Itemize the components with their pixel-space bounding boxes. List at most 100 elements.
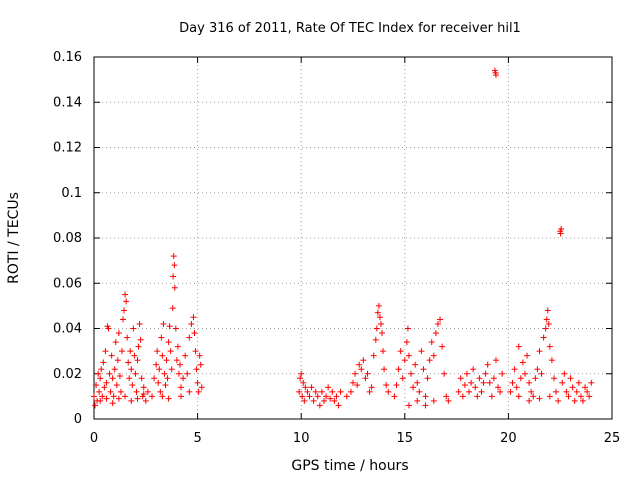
data-point <box>172 325 179 332</box>
data-point <box>327 395 334 402</box>
data-point <box>134 395 141 402</box>
data-point <box>567 375 574 382</box>
data-point <box>138 375 145 382</box>
x-tick-label: 25 <box>604 431 621 446</box>
data-point <box>102 348 109 355</box>
data-point <box>519 359 526 366</box>
data-point <box>167 348 174 355</box>
data-point <box>536 348 543 355</box>
data-point <box>111 366 118 373</box>
data-point <box>306 393 313 400</box>
data-point <box>569 384 576 391</box>
data-point <box>155 379 162 386</box>
data-point <box>507 388 514 395</box>
data-point <box>544 307 551 314</box>
data-point <box>318 388 325 395</box>
data-point <box>538 370 545 377</box>
data-point <box>418 348 425 355</box>
data-point <box>107 388 114 395</box>
data-point <box>130 325 137 332</box>
x-tick-label: 20 <box>500 431 517 446</box>
data-point <box>434 320 441 327</box>
data-point <box>515 393 522 400</box>
y-axis-label: ROTI / TECUs <box>6 192 22 284</box>
data-point <box>443 393 450 400</box>
data-point <box>103 379 110 386</box>
data-point <box>420 366 427 373</box>
data-points <box>91 67 595 409</box>
data-point <box>584 388 591 395</box>
data-point <box>352 370 359 377</box>
data-point <box>331 397 338 404</box>
data-point <box>428 339 435 346</box>
data-point <box>360 357 367 364</box>
x-tick-label: 0 <box>90 431 98 446</box>
data-point <box>410 384 417 391</box>
y-tick-labels: 0 0.02 0.04 0.06 0.08 0.1 0.12 0.14 0.16 <box>53 50 82 427</box>
y-tick-label: 0.14 <box>53 95 82 110</box>
data-point <box>113 382 120 389</box>
data-point <box>548 357 555 364</box>
data-point <box>300 379 307 386</box>
y-tick-label: 0.02 <box>53 367 82 382</box>
data-point <box>153 361 160 368</box>
data-point <box>509 379 516 386</box>
data-point <box>405 402 412 409</box>
data-point <box>559 379 566 386</box>
data-point <box>534 366 541 373</box>
data-point <box>495 384 502 391</box>
data-point <box>140 391 147 398</box>
x-tick-label: 5 <box>193 431 201 446</box>
data-point <box>337 388 344 395</box>
data-point <box>401 357 408 364</box>
data-point <box>404 325 411 332</box>
data-point <box>170 273 177 280</box>
data-point <box>93 382 100 389</box>
data-point <box>476 375 483 382</box>
data-point <box>144 388 151 395</box>
data-point <box>156 366 163 373</box>
data-point <box>343 393 350 400</box>
data-point <box>368 384 375 391</box>
data-point <box>110 393 117 400</box>
data-point <box>553 388 560 395</box>
data-point <box>96 388 103 395</box>
data-point <box>441 370 448 377</box>
data-point <box>198 384 205 391</box>
data-point <box>432 330 439 337</box>
data-point <box>165 395 172 402</box>
data-point <box>296 388 303 395</box>
data-point <box>499 370 506 377</box>
grid-lines <box>94 57 612 419</box>
data-point <box>571 397 578 404</box>
data-point <box>165 339 172 346</box>
data-point <box>149 393 156 400</box>
data-point <box>459 393 466 400</box>
data-point <box>196 352 203 359</box>
data-point <box>484 361 491 368</box>
data-point <box>426 357 433 364</box>
data-point <box>323 393 330 400</box>
data-point <box>171 262 178 269</box>
data-point <box>314 393 321 400</box>
data-point <box>325 384 332 391</box>
data-point <box>439 343 446 350</box>
data-point <box>121 307 128 314</box>
data-point <box>545 320 552 327</box>
data-point <box>180 375 187 382</box>
data-point <box>97 375 104 382</box>
data-point <box>106 370 113 377</box>
data-point <box>478 388 485 395</box>
data-point <box>312 388 319 395</box>
data-point <box>129 382 136 389</box>
data-point <box>99 393 106 400</box>
data-point <box>513 384 520 391</box>
data-point <box>422 402 429 409</box>
data-point <box>482 370 489 377</box>
data-point <box>304 388 311 395</box>
data-point <box>173 357 180 364</box>
data-point <box>391 393 398 400</box>
data-point <box>120 316 127 323</box>
y-tick-label: 0.06 <box>53 276 82 291</box>
data-point <box>379 330 386 337</box>
